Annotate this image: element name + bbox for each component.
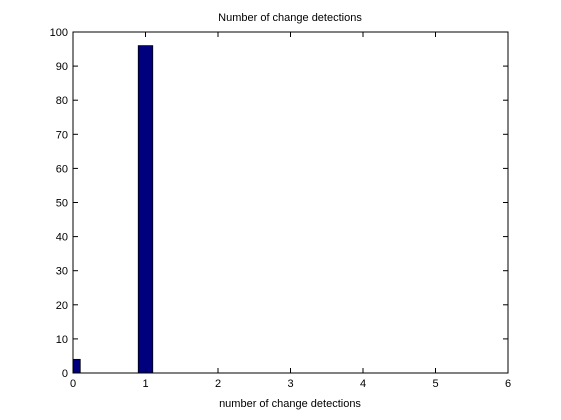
y-tick-label: 70 bbox=[56, 129, 68, 141]
y-tick-label: 0 bbox=[62, 368, 68, 380]
chart-title: Number of change detections bbox=[218, 12, 362, 24]
bar bbox=[138, 46, 153, 373]
x-tick-label: 4 bbox=[360, 378, 366, 390]
y-tick-label: 90 bbox=[56, 61, 68, 73]
y-tick-label: 20 bbox=[56, 300, 68, 312]
y-tick-label: 80 bbox=[56, 95, 68, 107]
x-tick-label: 6 bbox=[505, 378, 511, 390]
x-axis-label: number of change detections bbox=[219, 398, 361, 410]
y-tick-label: 30 bbox=[56, 266, 68, 278]
y-tick-label: 60 bbox=[56, 163, 68, 175]
x-tick-label: 3 bbox=[287, 378, 293, 390]
y-tick-label: 50 bbox=[56, 198, 68, 210]
y-tick-label: 40 bbox=[56, 232, 68, 244]
y-tick-label: 100 bbox=[50, 27, 68, 39]
x-tick-label: 0 bbox=[70, 378, 76, 390]
x-tick-label: 5 bbox=[432, 378, 438, 390]
bar bbox=[73, 359, 80, 373]
y-tick-label: 10 bbox=[56, 334, 68, 346]
x-tick-label: 1 bbox=[142, 378, 148, 390]
x-tick-label: 2 bbox=[215, 378, 221, 390]
